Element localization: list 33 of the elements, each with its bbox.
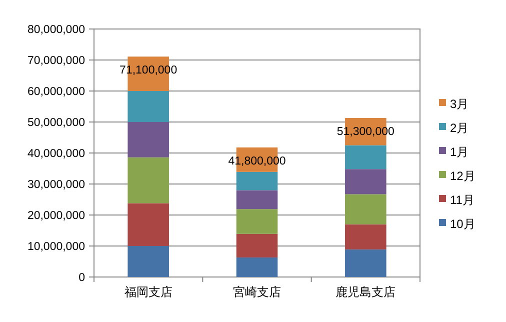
y-tick-label: 70,000,000	[27, 55, 85, 67]
y-tick-label: 80,000,000	[27, 24, 85, 36]
y-tick-label: 0	[78, 272, 85, 284]
bar	[345, 224, 386, 250]
y-tick-label: 30,000,000	[27, 179, 85, 191]
legend-label: 10月	[450, 217, 476, 231]
bar	[128, 203, 169, 246]
y-tick-label: 40,000,000	[27, 148, 85, 160]
bar	[345, 249, 386, 277]
bar	[128, 246, 169, 277]
legend-label: 11月	[450, 193, 474, 207]
y-tick-label: 60,000,000	[27, 86, 85, 98]
x-tick-label: 宮崎支店	[233, 285, 281, 299]
legend-label: 12月	[450, 169, 476, 183]
bar	[128, 91, 169, 122]
bar	[236, 172, 278, 190]
bar	[345, 194, 386, 224]
bar	[236, 209, 278, 234]
legend-label: 2月	[450, 121, 469, 135]
y-tick-label: 10,000,000	[27, 241, 85, 253]
bar	[128, 122, 169, 158]
y-tick-label: 50,000,000	[27, 117, 85, 129]
bar	[236, 234, 278, 258]
legend-label: 3月	[450, 97, 469, 111]
bar	[345, 145, 386, 170]
bar	[345, 169, 386, 194]
legend-label: 1月	[450, 145, 469, 159]
x-tick-label: 福岡支店	[124, 285, 172, 299]
bar	[236, 257, 278, 277]
bar	[236, 190, 278, 210]
x-tick-label: 鹿児島支店	[336, 285, 396, 299]
y-tick-label: 20,000,000	[27, 210, 85, 222]
bar	[128, 157, 169, 204]
